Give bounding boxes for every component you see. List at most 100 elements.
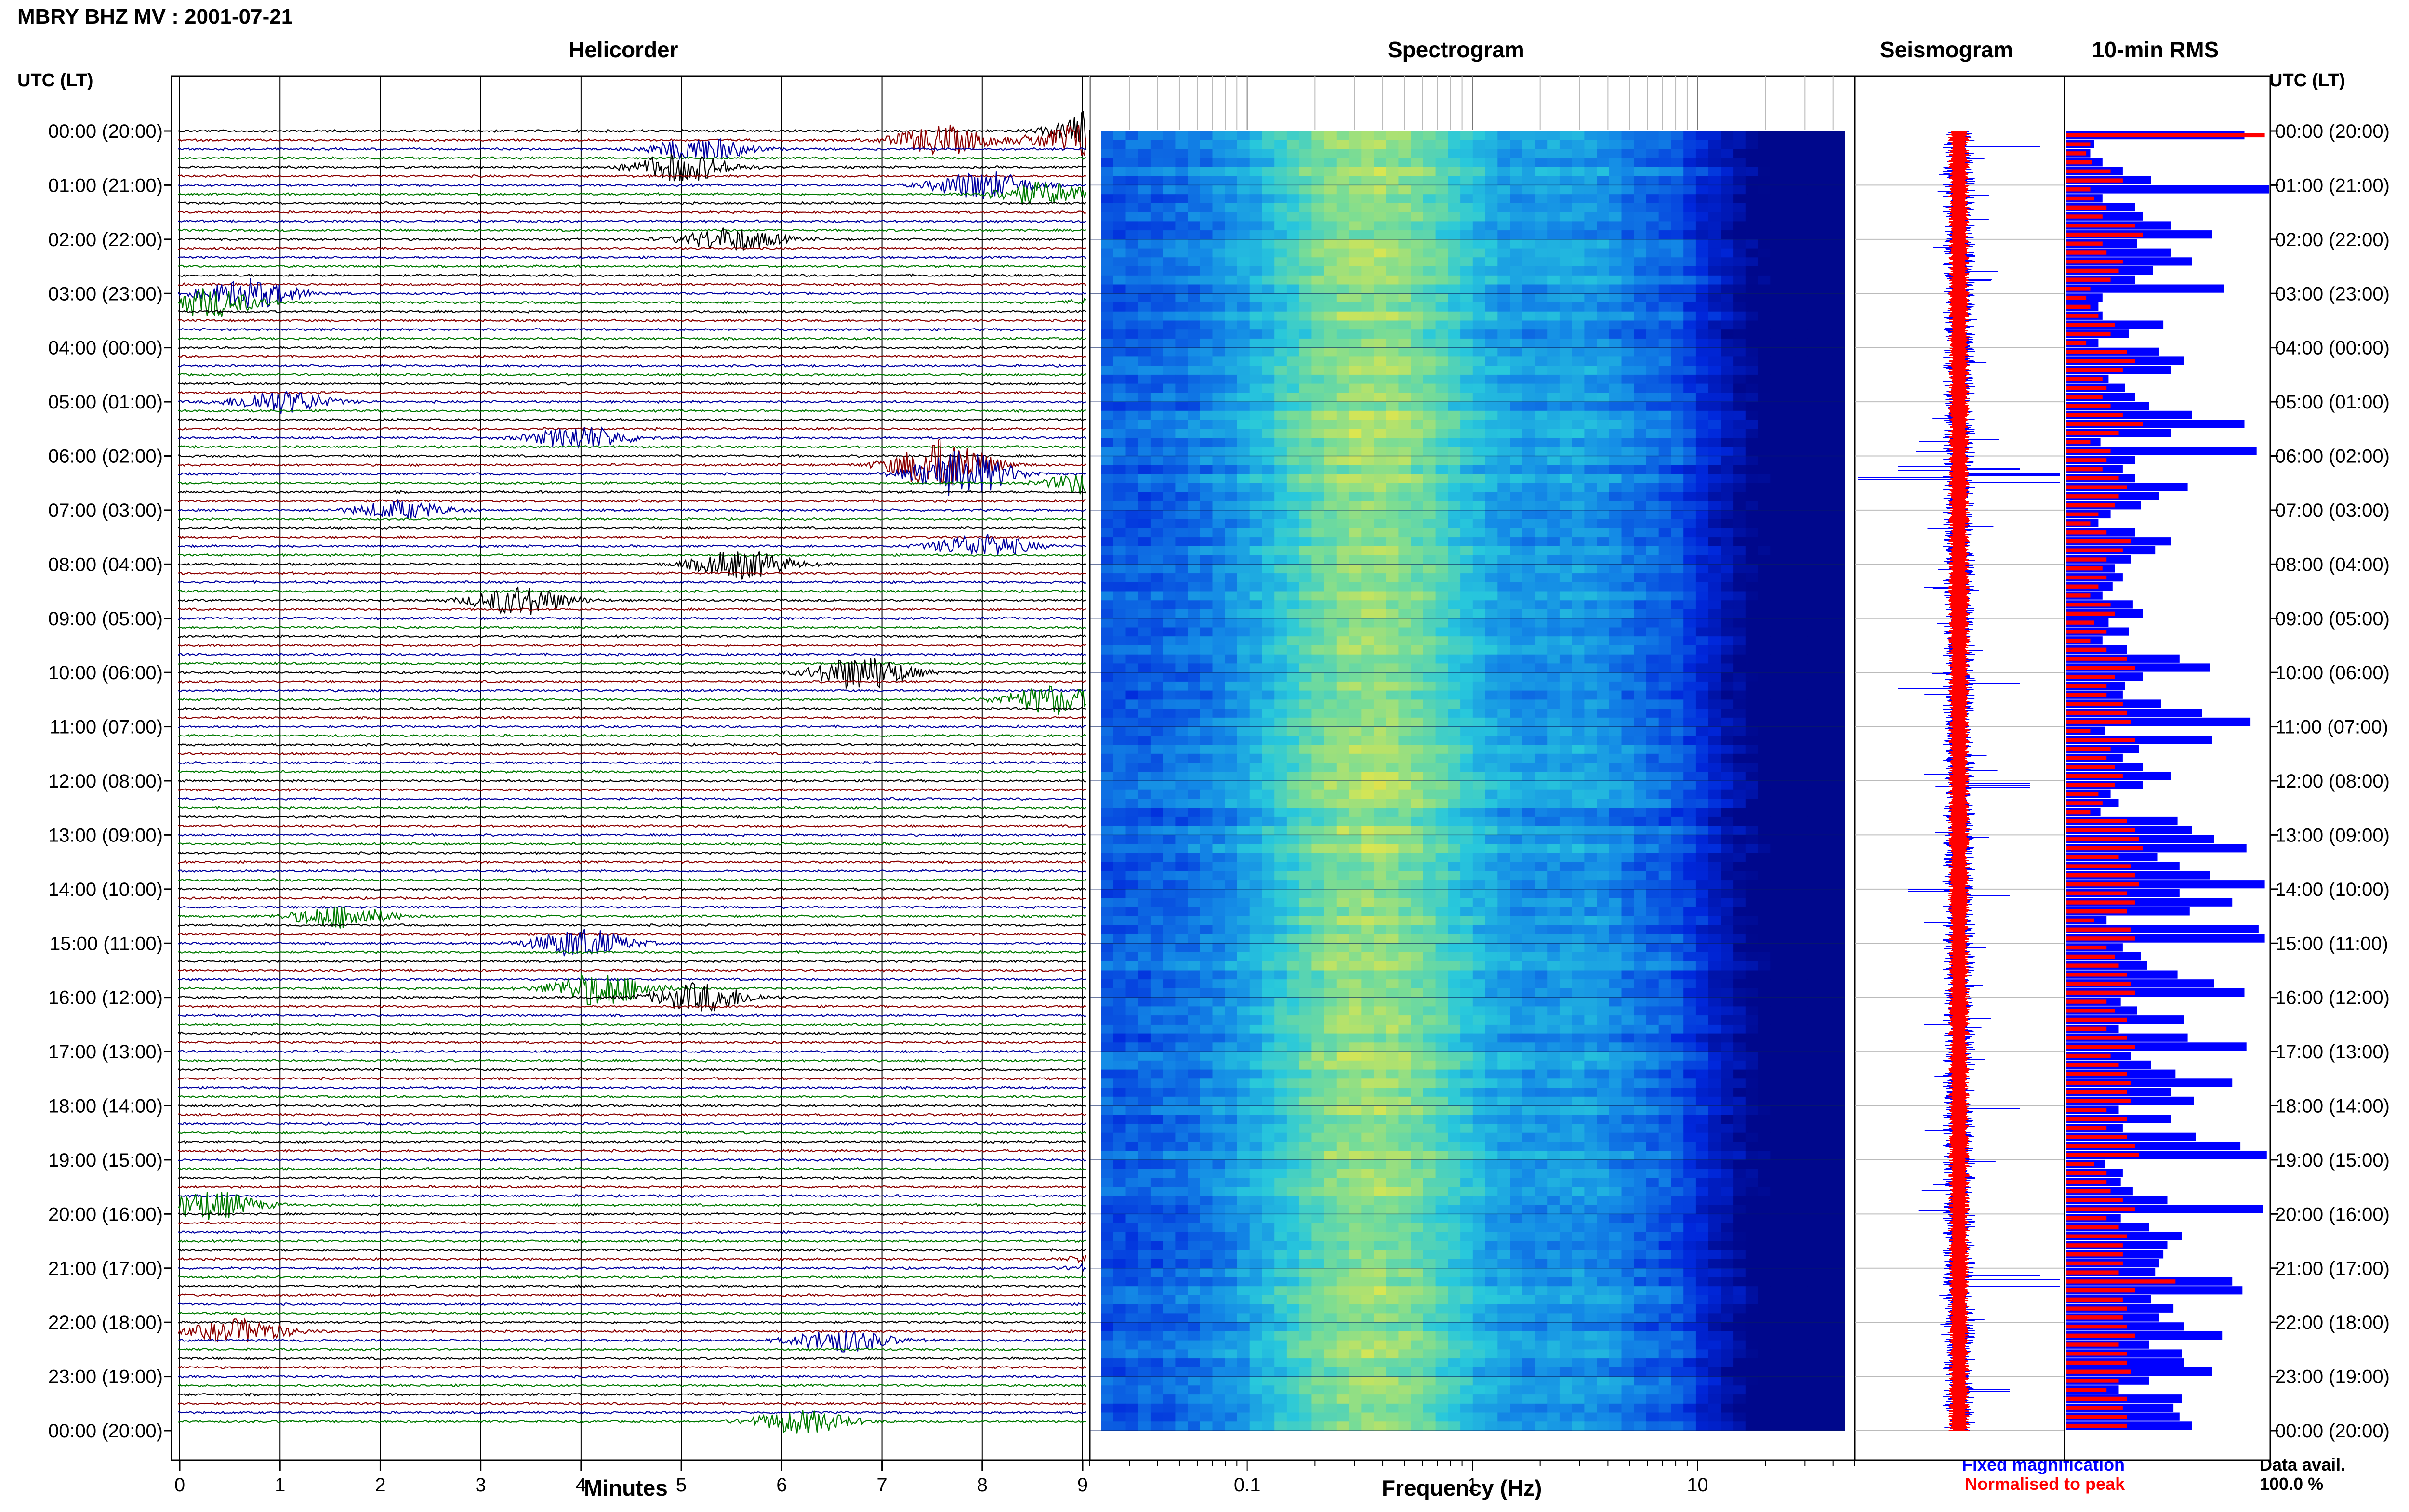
spectrogram-cell (1472, 194, 1486, 204)
spectrogram-cell (1721, 393, 1734, 402)
spectrogram-cell (1832, 410, 1845, 421)
spectrogram-cell (1510, 257, 1523, 267)
spectrogram-cell (1584, 663, 1597, 673)
spectrogram-cell (1125, 528, 1138, 538)
spectrogram-cell (1150, 366, 1164, 375)
spectrogram-cell (1658, 158, 1671, 168)
spectrogram-cell (1150, 600, 1164, 610)
spectrogram-cell (1572, 564, 1585, 574)
spectrogram-cell (1597, 492, 1610, 501)
spectrogram-cell (1349, 158, 1362, 168)
minute-tick-label: 5 (676, 1474, 687, 1496)
spectrogram-cell (1386, 699, 1399, 709)
spectrogram-cell (1249, 230, 1262, 240)
spectrogram-cell (1163, 239, 1176, 249)
spectrogram-cell (1783, 221, 1796, 231)
spectrogram-cell (1559, 230, 1573, 240)
spectrogram-cell (1572, 501, 1585, 511)
spectrogram-cell (1758, 537, 1771, 547)
spectrogram-cell (1286, 465, 1300, 474)
spectrogram-cell (1175, 410, 1188, 421)
spectrogram-cell (1423, 410, 1436, 421)
spectrogram-cell (1547, 284, 1560, 294)
spectrogram-cell (1695, 221, 1709, 231)
spectrogram-cell (1646, 826, 1659, 835)
spectrogram-cell (1299, 699, 1312, 709)
spectrogram-cell (1795, 420, 1808, 429)
spectrogram-cell (1472, 293, 1486, 303)
spectrogram-cell (1386, 429, 1399, 438)
spectrogram-cell (1200, 302, 1213, 312)
spectrogram-cell (1733, 763, 1746, 772)
spectrogram-cell (1721, 799, 1734, 808)
spectrogram-cell (1237, 474, 1250, 484)
spectrogram-cell (1510, 573, 1523, 583)
spectrogram-cell (1286, 239, 1300, 249)
spectrogram-cell (1212, 203, 1225, 213)
spectrogram-cell (1163, 726, 1176, 736)
spectrogram-cell (1262, 185, 1275, 195)
spectrogram-cell (1423, 781, 1436, 790)
spectrogram-cell (1510, 699, 1523, 709)
spectrogram-cell (1249, 176, 1262, 185)
spectrogram-cell (1386, 781, 1399, 790)
spectrogram-cell (1460, 338, 1473, 348)
spectrogram-cell (1609, 618, 1622, 628)
spectrogram-cell (1745, 492, 1759, 501)
spectrogram-cell (1708, 753, 1721, 763)
spectrogram-cell (1634, 383, 1647, 393)
spectrogram-cell (1398, 745, 1411, 754)
spectrogram-cell (1522, 338, 1535, 348)
spectrogram-cell (1832, 185, 1845, 195)
spectrogram-cell (1621, 356, 1634, 366)
spectrogram-cell (1485, 501, 1498, 511)
spectrogram-cell (1733, 366, 1746, 375)
spectrogram-cell (1559, 257, 1573, 267)
spectrogram-cell (1783, 645, 1796, 655)
spectrogram-cell (1336, 573, 1350, 583)
spectrogram-cell (1188, 447, 1201, 457)
spectrogram-cell (1448, 320, 1461, 330)
spectrogram-cell (1374, 230, 1387, 240)
spectrogram-cell (1584, 690, 1597, 700)
spectrogram-cell (1559, 501, 1573, 511)
spectrogram-cell (1510, 717, 1523, 727)
spectrogram-cell (1336, 149, 1350, 158)
spectrogram-cell (1274, 194, 1287, 204)
spectrogram-cell (1510, 465, 1523, 474)
spectrogram-cell (1559, 420, 1573, 429)
spectrogram-cell (1621, 636, 1634, 646)
spectrogram-cell (1559, 302, 1573, 312)
spectrogram-cell (1522, 736, 1535, 745)
spectrogram-cell (1286, 176, 1300, 185)
spectrogram-cell (1324, 329, 1337, 339)
spectrogram-cell (1411, 284, 1424, 294)
spectrogram-cell (1113, 627, 1126, 637)
spectrogram-cell (1683, 393, 1696, 402)
spectrogram-cell (1497, 654, 1510, 664)
spectrogram-cell (1733, 212, 1746, 222)
spectrogram-cell (1708, 374, 1721, 384)
spectrogram-cell (1101, 717, 1114, 727)
spectrogram-cell (1200, 383, 1213, 393)
spectrogram-cell (1745, 266, 1759, 276)
spectrogram-cell (1770, 789, 1783, 799)
spectrogram-cell (1138, 438, 1151, 447)
spectrogram-cell (1795, 808, 1808, 817)
spectrogram-cell (1188, 772, 1201, 781)
spectrogram-cell (1758, 627, 1771, 637)
spectrogram-cell (1125, 374, 1138, 384)
spectrogram-cell (1386, 374, 1399, 384)
spectrogram-cell (1212, 789, 1225, 799)
spectrogram-cell (1770, 690, 1783, 700)
spectrogram-cell (1237, 420, 1250, 429)
spectrogram-cell (1349, 745, 1362, 754)
spectrogram-cell (1497, 203, 1510, 213)
spectrogram-cell (1745, 393, 1759, 402)
spectrogram-cell (1671, 185, 1684, 195)
spectrogram-cell (1559, 537, 1573, 547)
spectrogram-cell (1497, 266, 1510, 276)
spectrogram-cell (1101, 212, 1114, 222)
spectrogram-cell (1522, 474, 1535, 484)
spectrogram-cell (1101, 483, 1114, 492)
